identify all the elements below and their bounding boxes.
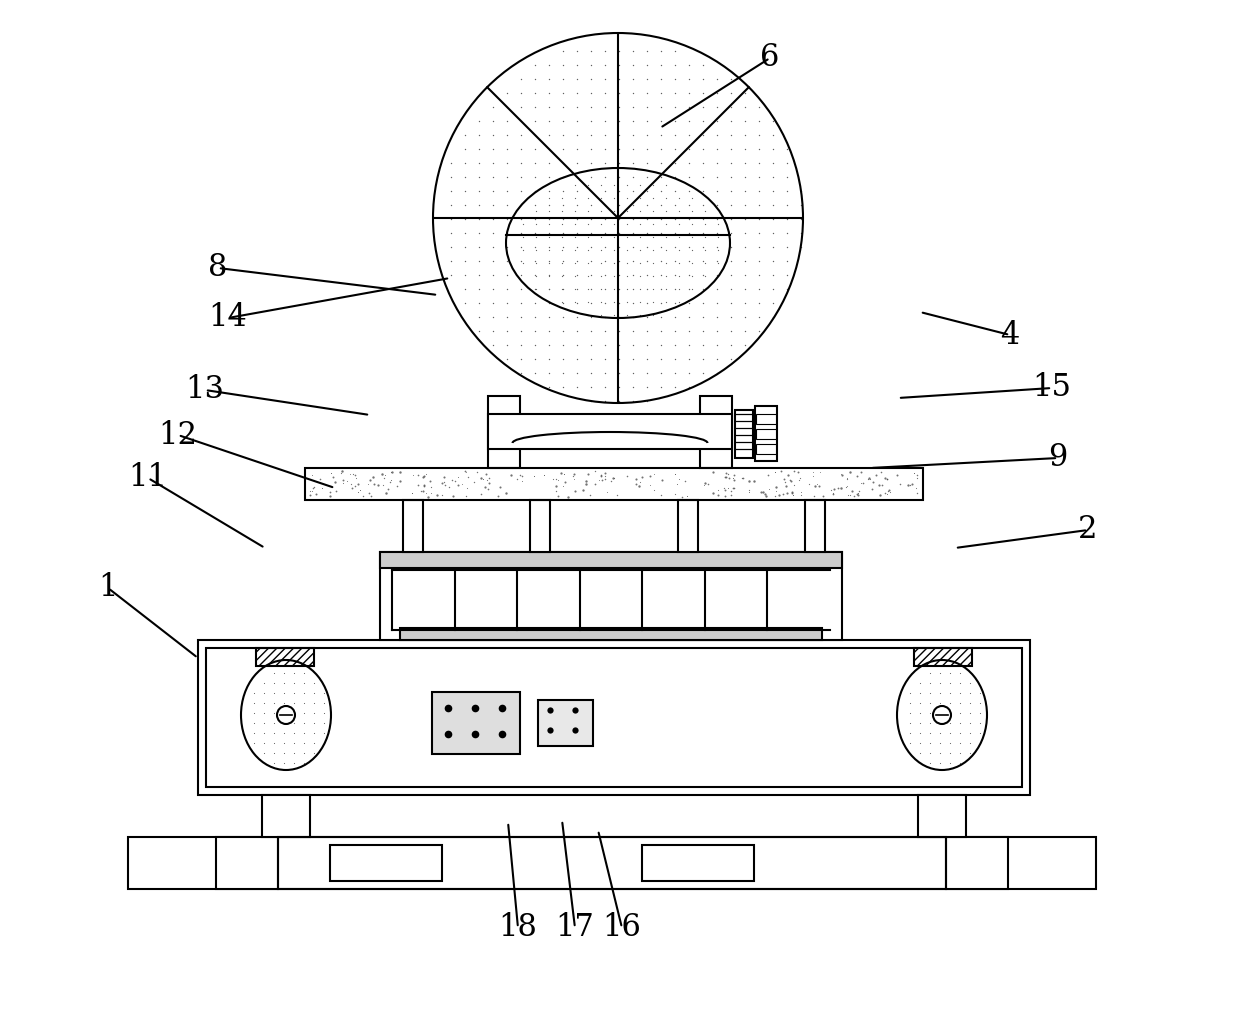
- Bar: [278, 837, 946, 889]
- Text: 9: 9: [1048, 442, 1068, 474]
- Bar: [255, 648, 314, 666]
- Bar: [379, 552, 842, 640]
- Bar: [403, 500, 423, 552]
- Bar: [128, 837, 1096, 889]
- Text: 14: 14: [208, 302, 247, 333]
- Bar: [756, 414, 776, 424]
- Bar: [701, 396, 732, 468]
- Bar: [756, 444, 776, 454]
- Bar: [756, 429, 776, 439]
- Bar: [379, 552, 842, 568]
- Bar: [538, 700, 593, 746]
- Bar: [489, 414, 732, 449]
- Bar: [198, 640, 1030, 795]
- Bar: [206, 648, 1022, 787]
- Text: 15: 15: [1033, 372, 1071, 404]
- Text: 13: 13: [186, 374, 224, 405]
- Bar: [489, 396, 520, 468]
- Text: 12: 12: [159, 419, 197, 450]
- Bar: [432, 692, 520, 754]
- Text: 6: 6: [760, 42, 780, 73]
- Text: 16: 16: [603, 913, 641, 944]
- Bar: [735, 410, 753, 458]
- Text: 18: 18: [498, 913, 537, 944]
- Bar: [642, 845, 754, 881]
- Circle shape: [932, 706, 951, 724]
- Bar: [216, 837, 278, 889]
- Bar: [330, 845, 441, 881]
- Bar: [529, 500, 551, 552]
- Text: 17: 17: [556, 913, 594, 944]
- Bar: [401, 628, 822, 640]
- Bar: [918, 795, 966, 837]
- Bar: [262, 795, 310, 837]
- Bar: [755, 406, 777, 461]
- Bar: [805, 500, 825, 552]
- Circle shape: [277, 706, 295, 724]
- Text: 4: 4: [1001, 320, 1019, 351]
- Bar: [678, 500, 698, 552]
- Bar: [946, 837, 1008, 889]
- Text: 2: 2: [1079, 514, 1097, 546]
- Text: 8: 8: [208, 253, 228, 284]
- Text: 1: 1: [98, 573, 118, 603]
- Bar: [305, 468, 923, 500]
- Bar: [914, 648, 972, 666]
- Text: 11: 11: [129, 463, 167, 493]
